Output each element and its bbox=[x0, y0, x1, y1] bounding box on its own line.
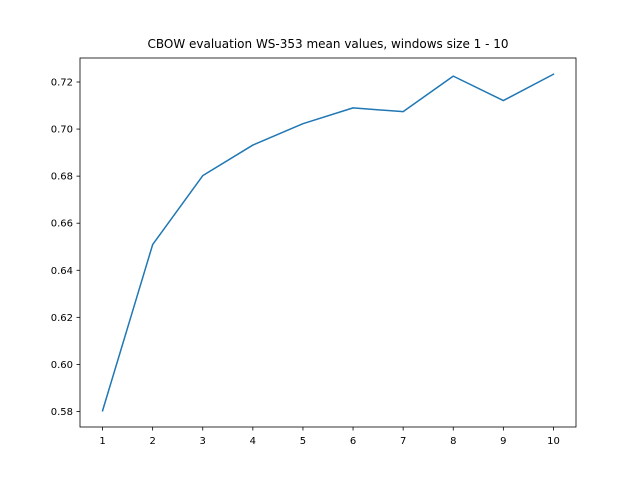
chart-title: CBOW evaluation WS-353 mean values, wind… bbox=[147, 37, 508, 51]
axes-frame bbox=[79, 57, 577, 428]
y-tick-label: 0.68 bbox=[51, 172, 73, 183]
y-tick-label: 0.70 bbox=[51, 125, 73, 136]
x-tick-label: 5 bbox=[300, 436, 306, 447]
x-tick-label: 8 bbox=[450, 436, 456, 447]
x-tick-label: 4 bbox=[250, 436, 256, 447]
x-tick-label: 1 bbox=[99, 436, 105, 447]
x-tick-label: 9 bbox=[500, 436, 506, 447]
y-tick-label: 0.62 bbox=[51, 313, 73, 324]
y-tick-label: 0.64 bbox=[51, 266, 73, 277]
series-line bbox=[101, 73, 555, 412]
y-tick-label: 0.66 bbox=[51, 219, 73, 230]
y-tick-label: 0.72 bbox=[51, 78, 73, 89]
y-tick-label: 0.60 bbox=[51, 360, 73, 371]
x-tick-label: 10 bbox=[547, 436, 560, 447]
plot-area: 1 2 3 4 5 6 7 8 9 10 0.58 0.60 0.62 0.64 0.66 0.68 0.70 0… bbox=[51, 73, 560, 447]
x-tick-label: 6 bbox=[350, 436, 356, 447]
x-tick-label: 7 bbox=[400, 436, 406, 447]
x-tick-label: 3 bbox=[200, 436, 206, 447]
x-tick-label: 2 bbox=[149, 436, 155, 447]
y-tick-label: 0.58 bbox=[51, 407, 73, 418]
